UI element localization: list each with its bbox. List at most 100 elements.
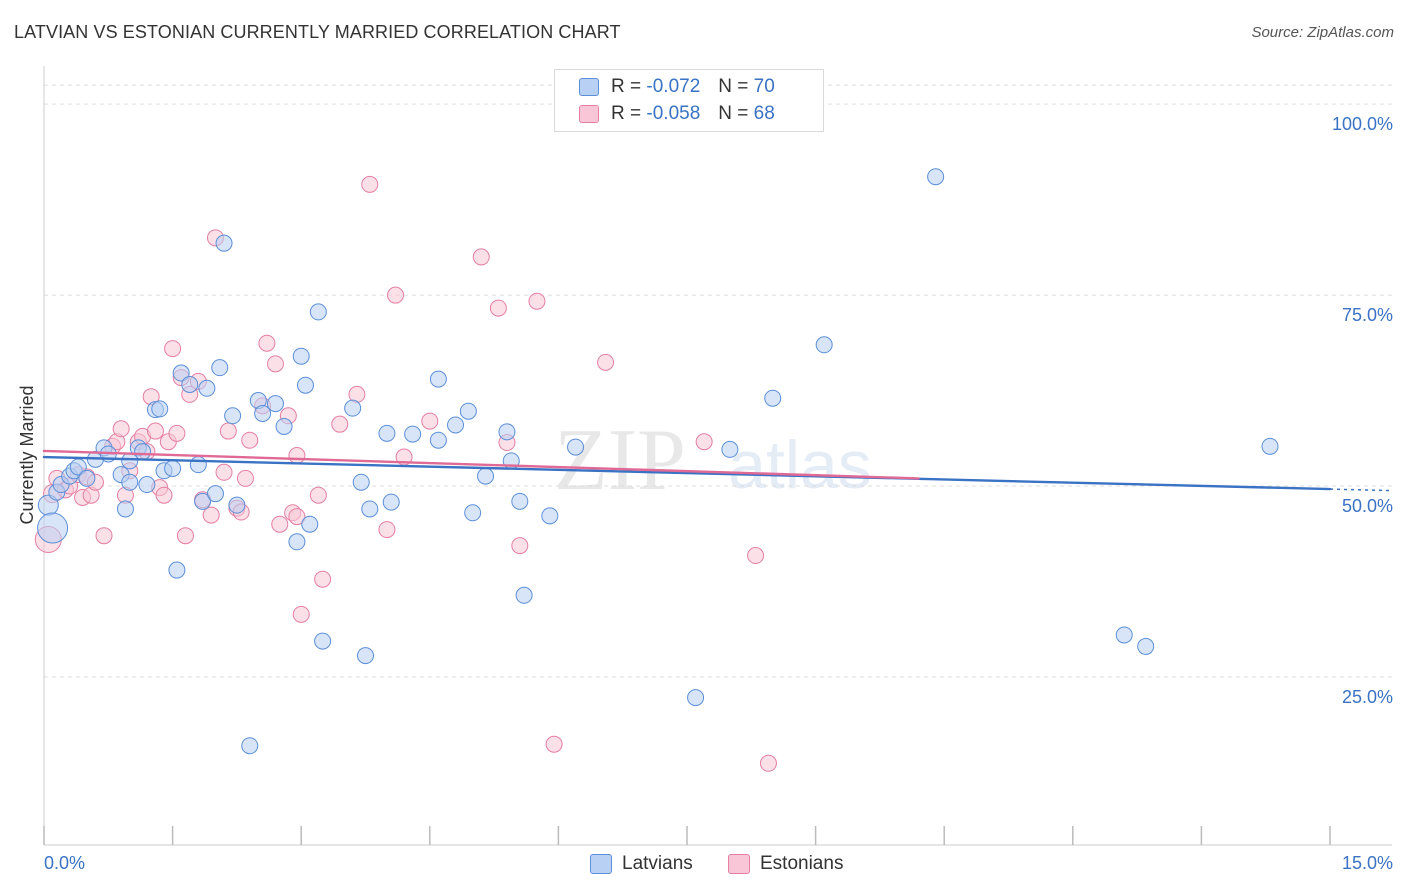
latvians-point xyxy=(168,561,186,579)
y-axis-label: Currently Married xyxy=(17,385,37,524)
estonians-point xyxy=(759,754,777,772)
estonians-point xyxy=(241,431,259,449)
latvians-point xyxy=(164,459,182,477)
estonians-point xyxy=(421,412,439,430)
latvians-point xyxy=(198,379,216,397)
latvians-point xyxy=(211,359,229,377)
latvians-point xyxy=(194,492,212,510)
r-label: R = xyxy=(611,103,642,124)
n-value: 70 xyxy=(753,76,775,97)
stats-legend: R = -0.072 N = 70 R = -0.058 N = 68 xyxy=(554,69,824,132)
tick-labels: 25.0% 50.0% 75.0% 100.0% 0.0% 15.0% xyxy=(44,114,1393,873)
estonians-point xyxy=(597,353,615,371)
latvians-point xyxy=(459,402,477,420)
r-value: -0.058 xyxy=(646,103,701,124)
latvians-point xyxy=(116,500,134,518)
estonians-point xyxy=(528,292,546,310)
estonians-point xyxy=(155,486,173,504)
latvians-point xyxy=(378,424,396,442)
estonians-legend-swatch xyxy=(728,854,750,874)
r-value: -0.072 xyxy=(646,76,701,97)
latvians-point xyxy=(541,507,559,525)
latvians-points xyxy=(37,168,1279,755)
watermark-atlas: atlas xyxy=(728,427,872,503)
estonians-point xyxy=(695,433,713,451)
y-tick-label: 25.0% xyxy=(1342,687,1393,707)
estonians-point xyxy=(511,537,529,555)
latvians-point xyxy=(301,515,319,533)
estonians-point xyxy=(202,506,220,524)
latvians-legend-label: Latvians xyxy=(622,853,693,874)
estonians-point xyxy=(164,340,182,358)
estonians-point xyxy=(236,469,254,487)
estonians-point xyxy=(387,286,405,304)
n-label: N = xyxy=(718,103,749,124)
estonians-point xyxy=(292,605,310,623)
latvians-point xyxy=(511,492,529,510)
latvians-point xyxy=(447,416,465,434)
axes xyxy=(43,66,1392,846)
latvians-point xyxy=(477,467,495,485)
y-tick-label: 50.0% xyxy=(1342,496,1393,516)
latvians-trend-extension xyxy=(1329,488,1393,492)
latvians-point xyxy=(266,395,284,413)
latvians-point xyxy=(292,347,310,365)
latvians-point xyxy=(764,389,782,407)
latvians-point xyxy=(206,485,224,503)
estonians-trend-line xyxy=(42,449,920,480)
estonians-point xyxy=(168,424,186,442)
latvians-point xyxy=(314,632,332,650)
latvians-point xyxy=(138,476,156,494)
gridlines xyxy=(44,84,1392,678)
latvians-point xyxy=(344,399,362,417)
latvians-point xyxy=(181,375,199,393)
y-tick-label: 75.0% xyxy=(1342,305,1393,325)
estonians-point xyxy=(378,521,396,539)
latvians-point xyxy=(687,689,705,707)
latvians-point xyxy=(927,168,945,186)
latvians-point xyxy=(357,647,374,665)
latvians-legend-swatch xyxy=(590,854,612,874)
latvians-point xyxy=(288,533,306,551)
latvians-point xyxy=(352,473,370,491)
estonians-point xyxy=(331,415,349,433)
estonians-point xyxy=(747,547,765,565)
latvians-point xyxy=(429,431,447,449)
latvians-point xyxy=(228,496,246,514)
latvians-point xyxy=(151,400,169,418)
latvians-point xyxy=(254,404,272,422)
y-tick-label: 100.0% xyxy=(1332,114,1393,134)
chart-title: LATVIAN VS ESTONIAN CURRENTLY MARRIED CO… xyxy=(14,22,621,42)
estonians-point xyxy=(309,486,327,504)
legend-row-latvians: R = -0.072 N = 70 xyxy=(579,75,775,99)
estonians-point xyxy=(489,299,507,317)
x-tick-label: 15.0% xyxy=(1342,853,1393,873)
legend-row-estonians: R = -0.058 N = 68 xyxy=(579,102,775,126)
latvians-point xyxy=(37,512,69,544)
latvians-point xyxy=(815,336,833,354)
estonians-point xyxy=(112,420,130,438)
latvians-point xyxy=(567,438,585,456)
latvians-point xyxy=(172,364,190,382)
latvians-point xyxy=(309,303,327,321)
n-value: 68 xyxy=(753,103,775,124)
latvians-point xyxy=(215,234,233,252)
latvians-point xyxy=(275,417,293,435)
latvians-point xyxy=(429,370,447,388)
estonians-point xyxy=(271,515,289,533)
latvians-point xyxy=(1115,626,1133,644)
estonians-point xyxy=(314,570,332,588)
estonians-point xyxy=(472,248,490,266)
latvians-point xyxy=(382,493,400,511)
x-tick-label: 0.0% xyxy=(44,853,85,873)
estonians-legend-label: Estonians xyxy=(760,853,844,874)
bottom-legend-estonians: Estonians xyxy=(728,852,843,876)
n-label: N = xyxy=(718,76,749,97)
latvians-swatch xyxy=(579,78,599,96)
estonians-point xyxy=(219,422,237,440)
estonians-point xyxy=(258,334,276,352)
latvians-point xyxy=(361,500,379,518)
latvians-point xyxy=(464,504,482,522)
trend-lines xyxy=(42,449,1393,492)
